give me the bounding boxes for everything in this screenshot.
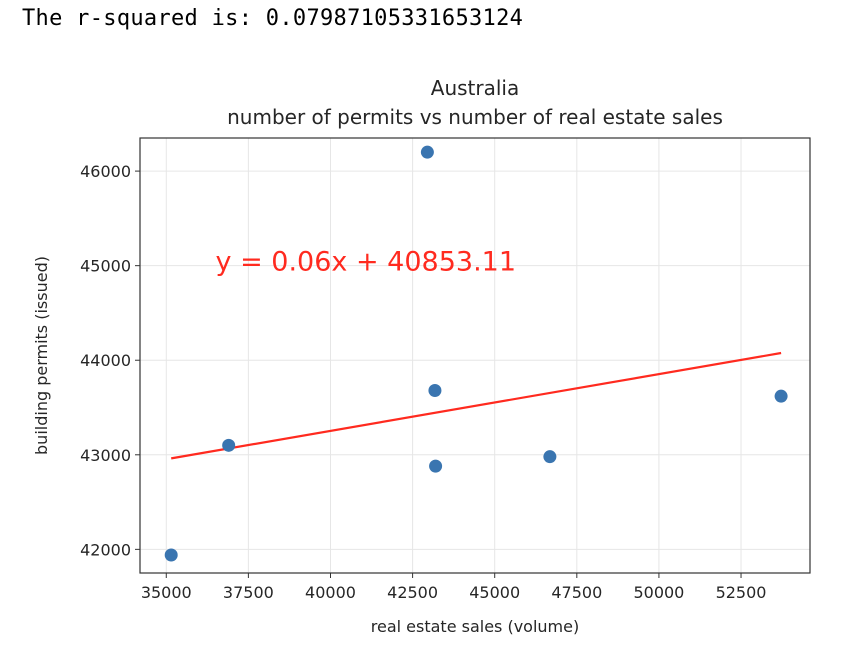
chart-subtitle: number of permits vs number of real esta… bbox=[227, 105, 723, 129]
x-tick-label: 40000 bbox=[305, 583, 356, 602]
data-point bbox=[428, 383, 442, 397]
chart-title: Australia bbox=[431, 76, 519, 100]
y-tick-label: 44000 bbox=[80, 351, 131, 370]
y-tick-label: 42000 bbox=[80, 540, 131, 559]
x-tick-label: 50000 bbox=[633, 583, 684, 602]
regression-layer bbox=[171, 351, 782, 460]
x-tick-label: 42500 bbox=[387, 583, 438, 602]
y-tick-label: 46000 bbox=[80, 162, 131, 181]
plot-frame bbox=[139, 137, 811, 574]
axis-ticks: 35000 37500 40000 42500 45000 47500 50000 52500… bbox=[80, 162, 766, 602]
data-point bbox=[429, 459, 443, 473]
y-axis-label: building permits (issued) bbox=[32, 256, 51, 455]
x-tick-label: 45000 bbox=[469, 583, 520, 602]
data-point bbox=[543, 450, 557, 464]
x-tick-label: 37500 bbox=[223, 583, 274, 602]
x-axis-label: real estate sales (volume) bbox=[371, 617, 579, 636]
data-point bbox=[774, 389, 788, 403]
x-tick-label: 47500 bbox=[551, 583, 602, 602]
data-points bbox=[164, 145, 788, 562]
regression-equation: y = 0.06x + 40853.11 bbox=[216, 246, 516, 277]
y-tick-label: 43000 bbox=[80, 446, 131, 465]
data-point bbox=[164, 548, 178, 562]
x-tick-label: 35000 bbox=[141, 583, 192, 602]
data-point bbox=[222, 438, 236, 452]
grid-lines bbox=[140, 138, 810, 573]
data-point bbox=[420, 145, 434, 159]
x-tick-label: 52500 bbox=[716, 583, 767, 602]
r-squared-output: The r-squared is: 0.07987105331653124 bbox=[22, 6, 524, 31]
regression-line bbox=[171, 351, 782, 460]
y-tick-label: 45000 bbox=[80, 257, 131, 276]
